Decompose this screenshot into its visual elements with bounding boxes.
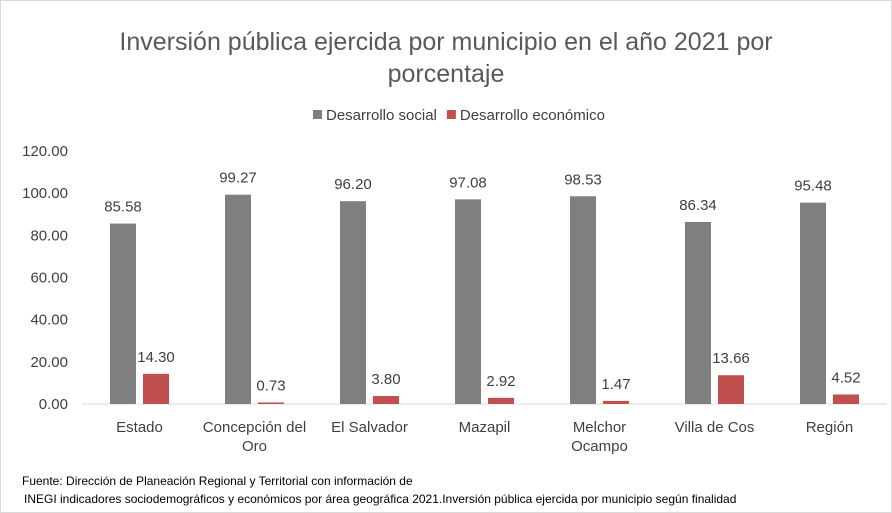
x-tick-label: Concepción del Oro <box>202 419 307 455</box>
data-label: 98.53 <box>564 171 602 188</box>
source-note: Fuente: Dirección de Planeación Regional… <box>22 474 413 488</box>
data-label: 3.80 <box>371 371 400 388</box>
data-label: 85.58 <box>104 199 142 216</box>
bar <box>225 194 251 404</box>
data-label: 2.92 <box>486 373 515 390</box>
bar <box>488 397 514 404</box>
bar <box>685 221 711 404</box>
x-tick-label: Villa de Cos <box>674 419 755 436</box>
y-tick-label: 100.00 <box>22 185 68 202</box>
x-tick-label: Melchor Ocampo <box>571 419 628 455</box>
bar <box>258 402 284 404</box>
x-tick-label: Estado <box>116 419 163 436</box>
data-label: 4.52 <box>831 369 860 386</box>
bar <box>110 223 136 404</box>
data-label: 96.20 <box>334 176 372 193</box>
data-label: 86.34 <box>679 197 717 214</box>
legend-swatch <box>446 110 456 119</box>
x-tick-label: Región <box>805 419 854 436</box>
data-label: 13.66 <box>712 350 750 367</box>
source-note: INEGI indicadores sociodemográficos y ec… <box>24 492 737 506</box>
data-label: 14.30 <box>137 349 175 366</box>
bar <box>373 395 399 404</box>
x-tick-label: El Salvador <box>331 419 408 436</box>
bar <box>603 400 629 404</box>
y-tick-label: 80.00 <box>30 227 68 244</box>
legend-label: Desarrollo económico <box>460 107 605 124</box>
bar <box>143 373 169 404</box>
chart-title: Inversión pública ejercida por municipio… <box>119 28 773 88</box>
y-tick-label: 0.00 <box>39 396 68 413</box>
y-tick-label: 20.00 <box>30 354 68 371</box>
bar <box>455 199 481 404</box>
bar <box>833 394 859 404</box>
bar <box>570 196 596 404</box>
bar <box>718 375 744 404</box>
data-label: 95.48 <box>794 178 832 195</box>
bar <box>340 201 366 404</box>
x-tick-label: Mazapil <box>458 419 511 436</box>
data-label: 1.47 <box>601 376 630 393</box>
legend-swatch <box>313 110 322 119</box>
y-tick-label: 60.00 <box>30 270 68 287</box>
data-label: 99.27 <box>219 170 257 187</box>
data-label: 97.08 <box>449 174 487 191</box>
legend-label: Desarrollo social <box>326 107 437 124</box>
data-label: 0.73 <box>256 377 285 394</box>
bar <box>800 202 826 404</box>
y-tick-label: 40.00 <box>30 312 68 329</box>
y-tick-label: 120.00 <box>22 143 68 160</box>
